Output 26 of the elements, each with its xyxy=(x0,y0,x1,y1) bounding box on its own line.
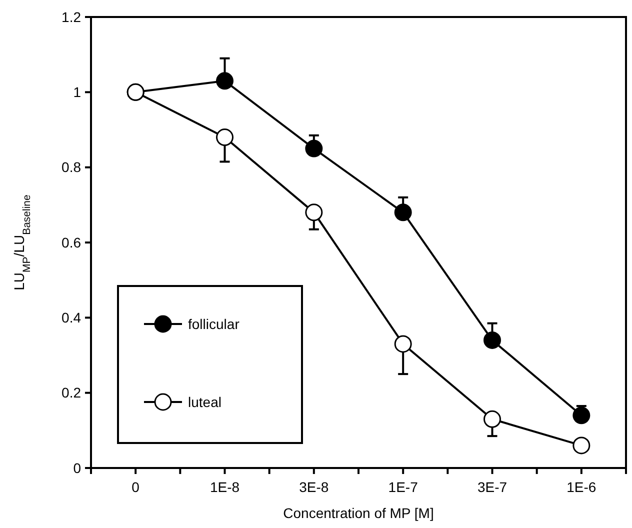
point xyxy=(216,72,234,90)
x-axis-title: Concentration of MP [M] xyxy=(283,505,434,521)
y-tick-label: 0 xyxy=(73,460,82,476)
y-tick-label: 0.4 xyxy=(62,310,82,326)
x-tick-label: 1E-6 xyxy=(566,479,596,495)
point xyxy=(216,128,234,146)
y-tick-label: 1.2 xyxy=(62,8,82,25)
point xyxy=(572,406,590,424)
x-tick-label: 3E-8 xyxy=(299,479,329,495)
point xyxy=(305,140,323,158)
y-tick-label: 0.2 xyxy=(62,384,82,401)
y-tick-label: 0.8 xyxy=(62,159,82,176)
point xyxy=(394,335,412,353)
y-tick-label: 0.6 xyxy=(62,234,82,250)
point xyxy=(572,436,590,454)
x-tick-label: 0 xyxy=(132,479,140,495)
y-tick-label: 1 xyxy=(73,84,82,100)
x-tick-label: 1E-7 xyxy=(388,479,418,495)
point xyxy=(484,410,501,428)
point xyxy=(394,204,412,222)
x-tick-label: 1E-8 xyxy=(210,479,240,495)
point xyxy=(305,204,323,222)
legend-label: follicular xyxy=(188,316,240,332)
point xyxy=(484,331,501,349)
legend-label: luteal xyxy=(188,394,222,410)
x-tick-label: 3E-7 xyxy=(477,479,508,495)
